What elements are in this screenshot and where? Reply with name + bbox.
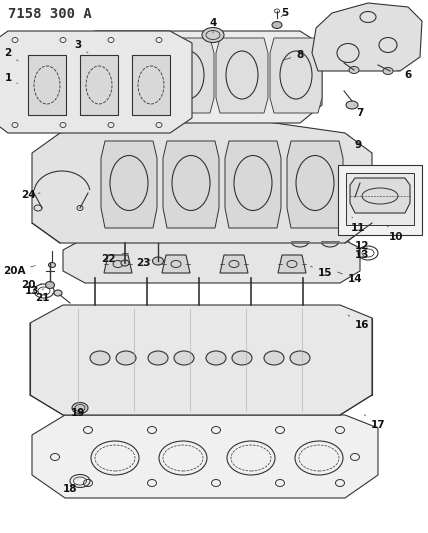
Polygon shape [162, 255, 190, 273]
Text: 8: 8 [282, 50, 303, 60]
Text: 2: 2 [4, 48, 18, 61]
Ellipse shape [272, 21, 282, 28]
Polygon shape [350, 178, 410, 213]
Text: 17: 17 [364, 415, 385, 430]
Ellipse shape [90, 351, 110, 365]
Polygon shape [72, 63, 95, 98]
Polygon shape [312, 3, 422, 71]
Polygon shape [287, 141, 343, 228]
Polygon shape [101, 141, 157, 228]
Ellipse shape [54, 290, 62, 296]
Ellipse shape [174, 351, 194, 365]
Text: 15: 15 [310, 266, 332, 278]
Text: 13: 13 [25, 286, 44, 296]
Polygon shape [63, 238, 360, 283]
Ellipse shape [92, 276, 98, 280]
Ellipse shape [232, 351, 252, 365]
Polygon shape [270, 38, 322, 113]
Ellipse shape [148, 351, 168, 365]
Ellipse shape [206, 351, 226, 365]
Polygon shape [163, 141, 219, 228]
Text: 9: 9 [348, 135, 362, 150]
Text: 14: 14 [338, 272, 363, 284]
Text: 5: 5 [281, 8, 288, 18]
Ellipse shape [346, 197, 364, 209]
Ellipse shape [116, 351, 136, 365]
Ellipse shape [48, 262, 56, 268]
Ellipse shape [202, 28, 224, 43]
Text: 7158 300 A: 7158 300 A [8, 7, 92, 21]
Polygon shape [72, 31, 322, 123]
Text: 6: 6 [398, 70, 412, 80]
Text: 11: 11 [351, 217, 365, 233]
Ellipse shape [247, 276, 255, 280]
Polygon shape [32, 118, 372, 243]
Ellipse shape [346, 101, 358, 109]
Text: 24: 24 [21, 190, 40, 200]
Ellipse shape [121, 260, 129, 266]
Polygon shape [28, 55, 66, 115]
Ellipse shape [264, 351, 284, 365]
Text: 7: 7 [354, 105, 364, 118]
Ellipse shape [196, 276, 202, 280]
Polygon shape [346, 173, 414, 225]
Polygon shape [216, 38, 268, 113]
Polygon shape [0, 31, 192, 133]
Text: 23: 23 [136, 258, 150, 268]
Text: 3: 3 [74, 40, 88, 53]
Ellipse shape [291, 235, 309, 247]
Polygon shape [30, 305, 372, 415]
Text: 21: 21 [35, 293, 54, 303]
Text: 20: 20 [21, 280, 41, 290]
Polygon shape [104, 255, 132, 273]
Text: 22: 22 [101, 254, 120, 264]
Polygon shape [80, 55, 118, 115]
Ellipse shape [152, 257, 163, 265]
Ellipse shape [300, 276, 306, 280]
Ellipse shape [45, 281, 54, 288]
Polygon shape [32, 415, 378, 498]
Polygon shape [162, 38, 214, 113]
Text: 4: 4 [209, 18, 217, 33]
Polygon shape [278, 255, 306, 273]
Text: 19: 19 [71, 408, 85, 418]
Polygon shape [338, 165, 422, 235]
Polygon shape [225, 141, 281, 228]
Text: 10: 10 [387, 225, 403, 242]
Text: 20A: 20A [3, 265, 35, 276]
Ellipse shape [349, 67, 359, 74]
Ellipse shape [72, 402, 88, 414]
Ellipse shape [290, 351, 310, 365]
Ellipse shape [321, 235, 339, 247]
Polygon shape [132, 55, 170, 115]
Text: 13: 13 [355, 250, 369, 260]
Text: 16: 16 [348, 315, 369, 330]
Ellipse shape [143, 276, 151, 280]
Text: 1: 1 [4, 73, 18, 84]
Polygon shape [220, 255, 248, 273]
Text: 18: 18 [63, 479, 78, 494]
Polygon shape [108, 38, 160, 113]
Text: 12: 12 [348, 241, 369, 251]
Ellipse shape [383, 68, 393, 75]
